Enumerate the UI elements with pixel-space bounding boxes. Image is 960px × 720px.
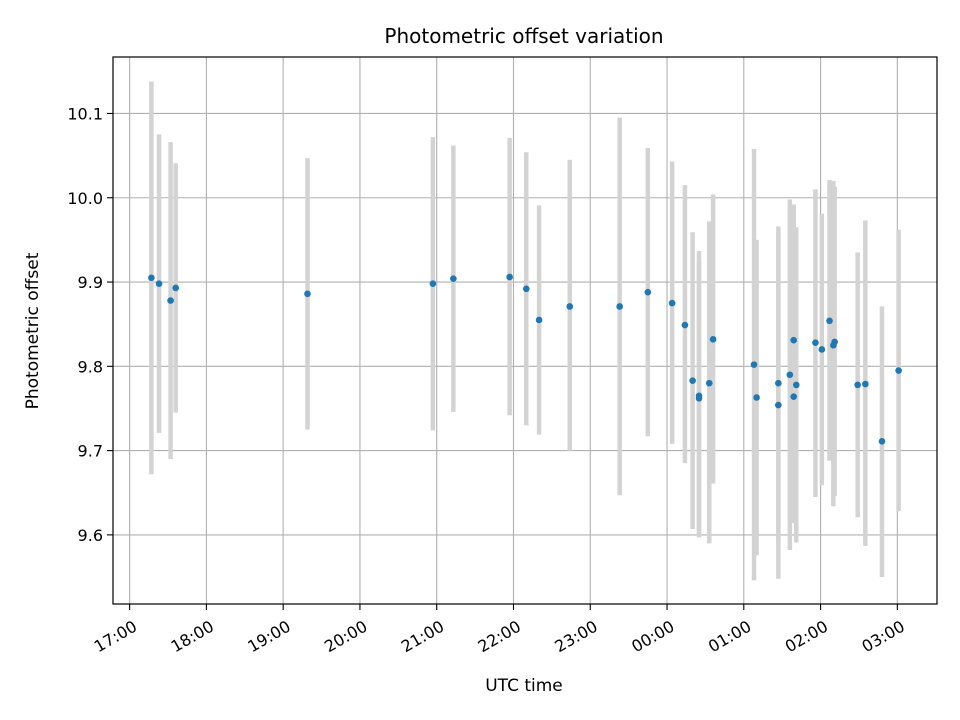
y-tick-label: 9.9 <box>78 273 103 292</box>
y-tick-label: 10.0 <box>67 189 103 208</box>
x-tick-label: 00:00 <box>628 617 677 657</box>
data-point <box>304 290 311 298</box>
data-point <box>862 380 869 388</box>
x-axis-label: UTC time <box>485 676 563 696</box>
data-point <box>775 379 782 387</box>
data-point <box>644 288 652 296</box>
data-point <box>790 336 797 344</box>
data-point <box>812 339 819 347</box>
data-point <box>566 303 574 310</box>
data-point <box>506 273 513 281</box>
data-point <box>792 381 800 389</box>
data-point <box>878 438 886 445</box>
data-point <box>790 393 797 400</box>
error-bars <box>149 81 901 581</box>
x-tick-label: 01:00 <box>705 617 754 657</box>
chart-title: Photometric offset variation <box>384 24 663 48</box>
data-points <box>148 273 902 445</box>
plot-frame <box>112 56 938 605</box>
x-tick-label: 03:00 <box>859 617 908 657</box>
y-axis-label: Photometric offset <box>23 252 43 409</box>
data-point <box>681 321 689 329</box>
data-point <box>616 303 623 310</box>
x-tick-label: 17:00 <box>91 617 140 657</box>
data-point <box>786 371 794 379</box>
data-point <box>429 280 437 288</box>
data-point <box>709 336 717 343</box>
data-point <box>831 338 838 346</box>
data-point <box>155 280 163 288</box>
y-tick-label: 9.7 <box>78 442 103 461</box>
data-point <box>172 284 179 292</box>
data-point <box>450 275 457 282</box>
x-tick-label: 02:00 <box>782 617 831 657</box>
data-point <box>535 316 543 324</box>
y-axis-ticks: 9.6 9.7 9.8 9.9 10.0 10.1 <box>67 104 113 545</box>
data-point <box>695 395 703 402</box>
data-point <box>895 367 902 374</box>
data-point <box>689 377 696 384</box>
x-axis-ticks: 17:00 18:00 19:00 20:00 21:00 22:00 23:00 00:00… <box>91 604 908 656</box>
x-tick-label: 21:00 <box>398 617 447 657</box>
y-tick-label: 10.1 <box>67 104 103 123</box>
x-tick-label: 19:00 <box>244 617 293 657</box>
x-tick-label: 23:00 <box>551 617 600 657</box>
data-point <box>854 381 861 389</box>
data-point <box>818 346 826 353</box>
y-tick-label: 9.8 <box>78 357 103 376</box>
data-point <box>668 299 676 307</box>
data-point <box>148 274 155 282</box>
data-point <box>753 394 760 401</box>
x-tick-label: 22:00 <box>475 617 524 657</box>
y-tick-label: 9.6 <box>78 526 103 545</box>
data-point <box>167 297 174 304</box>
x-tick-label: 20:00 <box>321 617 370 657</box>
data-point <box>750 361 758 368</box>
data-point <box>705 379 713 387</box>
data-point <box>826 317 833 325</box>
data-point <box>522 285 530 293</box>
x-tick-label: 18:00 <box>168 617 217 657</box>
data-point <box>775 401 782 409</box>
